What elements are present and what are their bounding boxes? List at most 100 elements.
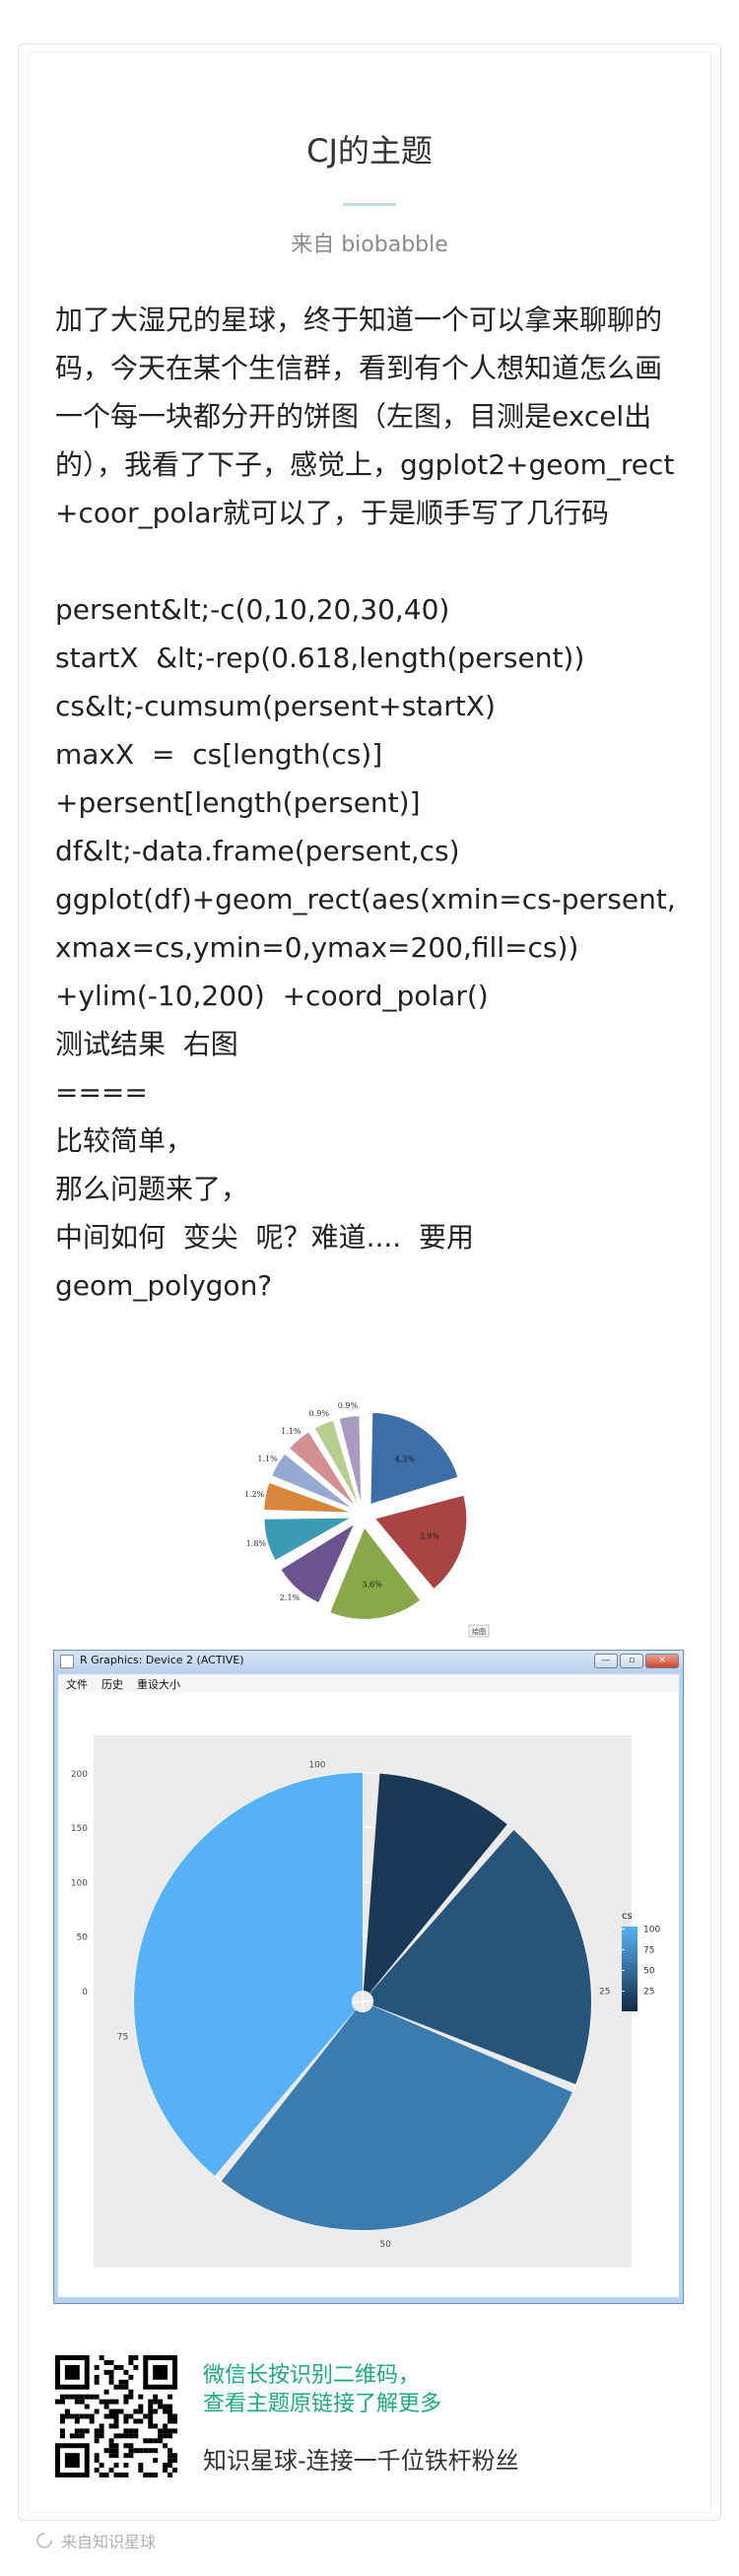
qr-module [118,2433,124,2439]
window-menubar: 文件 历史 重设大小 [58,1674,679,1692]
article-line: ==== [55,1076,148,1109]
qr-module [94,2364,100,2370]
qr-module [94,2438,100,2444]
qr-code[interactable] [55,2355,177,2477]
pie-slice-label: 4.3% [395,1455,416,1463]
qr-module [59,2433,65,2439]
qr-module [138,2468,144,2474]
qr-module [108,2468,114,2474]
pie-slice-label: 2.1% [280,1593,301,1602]
qr-finder [64,2364,80,2380]
menu-resize[interactable]: 重设大小 [137,1678,180,1691]
qr-module [163,2404,168,2409]
polar-bar [363,1773,507,1994]
qr-module [94,2379,100,2385]
qr-module [64,2408,70,2414]
qr-module [99,2473,104,2477]
qr-module [113,2413,119,2419]
close-button[interactable]: ✕ [645,1654,679,1668]
qr-module [143,2448,149,2454]
qr-module [108,2359,114,2365]
y-tick-label: 50 [77,1933,89,1943]
qr-finder [64,2453,80,2469]
pie-slice [370,1412,458,1504]
qr-module [103,2448,109,2454]
polar-bar-chart: 25 50 75 100 0 50 100 150 200 cs 100 75 50 25 [71,1735,660,2268]
code-line: ggplot(df)+geom_rect(aes(xmin=cs-persent… [55,883,676,964]
qr-module [133,2364,139,2370]
qr-module [113,2423,119,2429]
image-badge-label: 绘图 [472,1627,486,1636]
qr-module [133,2448,139,2454]
menu-history[interactable]: 历史 [101,1678,123,1691]
source-link[interactable]: 来自知识星球 [35,2529,156,2552]
qr-module [123,2443,129,2449]
qr-module [168,2453,173,2459]
code-line: +ylim(-10,200) +coord_polar() [55,980,489,1012]
qr-module [113,2433,119,2439]
qr-module [128,2413,134,2419]
qr-module [113,2364,119,2370]
qr-module [79,2394,85,2400]
qr-module [138,2418,144,2424]
exploded-pie-image: 4.3% 3.9% 3.6% 2.1% 1.8% 1.2% 1.1% 1.1% 0.9% 0.9%… [246,1401,490,1638]
pie-slice [272,1454,351,1508]
code-line: persent&lt;-c(0,10,20,30,40) [55,593,450,626]
qr-module [113,2408,119,2414]
qr-module [123,2428,129,2434]
qr-module [94,2468,100,2474]
qr-module [103,2369,109,2375]
qr-module [143,2438,149,2444]
qr-module [128,2453,134,2459]
qr-module [123,2384,129,2390]
qr-module [74,2399,80,2405]
qr-module [148,2423,154,2429]
qr-module [128,2389,134,2395]
pie-slice [314,1420,358,1503]
restore-button[interactable]: ▫ [620,1654,643,1668]
qr-module [128,2443,134,2449]
polar-bar [133,1773,363,2176]
menu-file[interactable]: 文件 [66,1678,88,1691]
qr-module [138,2394,144,2400]
legend-colorbar [622,1927,638,2011]
qr-module [94,2374,100,2380]
qr-module [103,2399,109,2405]
article-line: 比较简单， [55,1124,194,1157]
qr-module [79,2399,85,2405]
code-line: startX &lt;-rep(0.618,length(persent)) [55,642,585,674]
qr-module [84,2394,90,2400]
qr-module [59,2413,65,2419]
qr-module [158,2433,164,2439]
r-graphics-window: R Graphics: Device 2 (ACTIVE) — ▫ ✕ 文件 历… [53,1650,684,2304]
qr-module [143,2473,149,2477]
qr-module [74,2413,80,2419]
pie-slice-label: 0.9% [309,1409,330,1418]
qr-module [59,2399,65,2405]
qr-module [138,2448,144,2454]
minimize-button[interactable]: — [594,1654,618,1668]
qr-module [148,2418,154,2424]
qr-module [123,2369,129,2375]
pie-slice [339,1416,362,1502]
qr-module [103,2389,109,2395]
legend-label: 75 [643,1946,654,1956]
qr-module [103,2359,109,2365]
pie-slice [330,1527,421,1619]
qr-module [148,2399,154,2405]
qr-module [172,2468,177,2474]
article-body: 加了大湿兄的星球，终于知道一个可以拿来聊聊的码，今天在某个生信群，看到有个人想知… [55,296,686,1310]
polar-bar [221,2005,572,2230]
qr-module [138,2404,144,2409]
qr-module [99,2463,104,2469]
article-line: 测试结果 右图 [55,1028,238,1060]
article-line: geom_polygon? [55,1269,273,1302]
qr-module [69,2394,75,2400]
qr-module [128,2433,134,2439]
qr-module [168,2458,173,2464]
y-tick-label: 100 [71,1878,88,1888]
footer-tagline: 知识星球-连接一千位铁杆粉丝 [203,2447,519,2474]
pie-slice-label: 0.9% [338,1401,359,1410]
x-tick-label: 25 [599,1987,610,1997]
title-divider [343,203,396,206]
